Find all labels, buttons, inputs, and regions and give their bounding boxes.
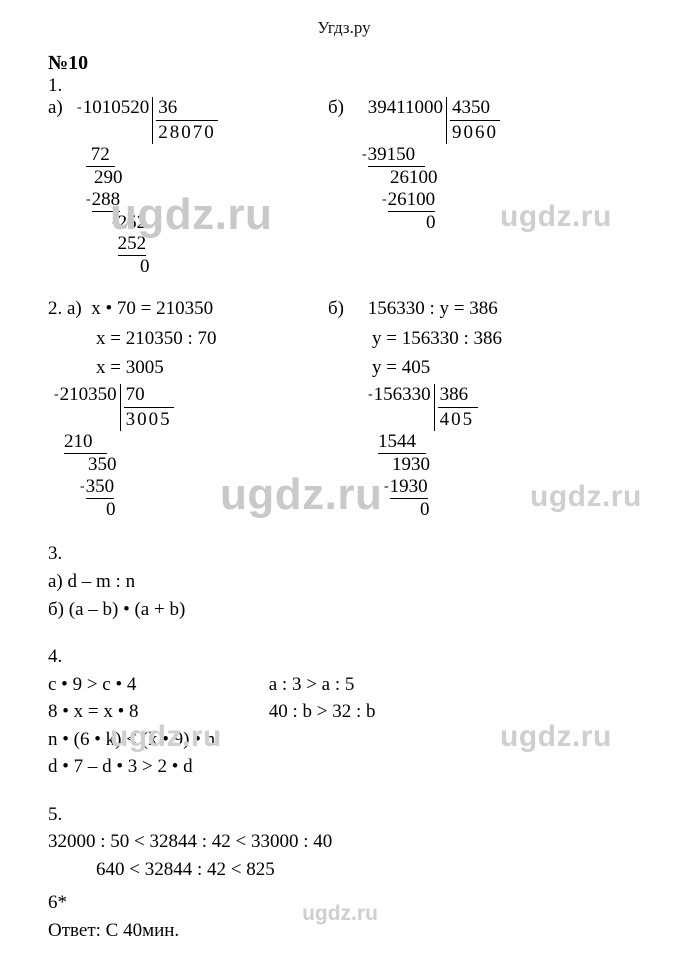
minus-icon: - bbox=[362, 147, 367, 163]
p1b-label: б) bbox=[328, 97, 344, 118]
p1a-s4: 252 bbox=[118, 212, 147, 234]
minus-icon: - bbox=[54, 387, 59, 403]
p3-label: 3. bbox=[48, 540, 640, 568]
p1a-s5: 252 bbox=[118, 233, 147, 256]
p2a-s2: 350 bbox=[88, 454, 117, 475]
p1a-s2: 290 bbox=[94, 167, 123, 188]
problem-2: 2. а) x • 70 = 210350 x = 210350 : 70 x … bbox=[48, 294, 640, 520]
p4-c2l2: 40 : b > 32 : b bbox=[269, 698, 485, 726]
p1a-dividend: 1010520 bbox=[83, 97, 153, 118]
p2b-divisor: 386 bbox=[438, 384, 478, 408]
p2b-eq2: y = 156330 : 386 bbox=[372, 328, 502, 349]
p1b-s2: 26100 bbox=[390, 167, 438, 188]
footer-watermark: ugdz.ru bbox=[0, 902, 680, 926]
p2b-dividend: 156330 bbox=[374, 384, 434, 405]
minus-icon: - bbox=[384, 479, 389, 495]
minus-icon: - bbox=[86, 192, 91, 208]
p2b-eq3: y = 405 bbox=[372, 357, 430, 378]
minus-icon: - bbox=[112, 215, 117, 231]
problem-5: 5. 32000 : 50 < 32844 : 42 < 33000 : 40 … bbox=[48, 801, 640, 884]
p1b-s3: 26100 bbox=[388, 189, 436, 210]
p4-c3l2: d • 7 – d • 3 > 2 • d bbox=[48, 753, 215, 781]
p5-label: 5. bbox=[48, 801, 640, 829]
minus-icon: - bbox=[382, 192, 387, 208]
p5-l1: 32000 : 50 < 32844 : 42 < 33000 : 40 bbox=[48, 828, 640, 856]
p2b-s4: 0 bbox=[420, 499, 430, 520]
problem-4: 4. c • 9 > c • 4 8 • x = x • 8 a : 3 > a… bbox=[48, 643, 640, 781]
p2a-divisor: 70 bbox=[124, 384, 174, 408]
p2b-quotient: 405 bbox=[438, 408, 478, 431]
p1a-s1: 72 bbox=[91, 144, 110, 165]
p2a-dividend: 210350 bbox=[60, 384, 120, 405]
p4-c2l1: a : 3 > a : 5 bbox=[269, 671, 485, 699]
site-header: Угдз.ру bbox=[48, 18, 640, 38]
p4-label: 4. bbox=[48, 643, 640, 671]
p1b-divisor: 4350 bbox=[450, 97, 500, 121]
p2a-s3: 350 bbox=[86, 476, 115, 497]
p1a: а) -1010520 36 28070 bbox=[48, 97, 328, 278]
p1-label: 1. bbox=[48, 75, 640, 97]
p1b: б) 39411000 4350 9060 bbox=[328, 97, 640, 233]
p2a-s4: 0 bbox=[106, 499, 116, 520]
problem-3: 3. а) d – m : n б) (a – b) • (a + b) bbox=[48, 540, 640, 623]
p2a-s1: 210 bbox=[64, 431, 93, 452]
minus-icon: - bbox=[77, 100, 82, 116]
p5-l2: 640 < 32844 : 42 < 825 bbox=[96, 856, 640, 884]
p1b-quotient: 9060 bbox=[450, 121, 500, 144]
p2b-s2: 1930 bbox=[392, 454, 430, 475]
p2-label: 2. bbox=[48, 298, 62, 319]
p3a: а) d – m : n bbox=[48, 568, 640, 596]
problem-1: 1. а) -1010520 36 28070 bbox=[48, 75, 640, 278]
p2b-eq1: 156330 : y = 386 bbox=[368, 298, 498, 319]
p1a-s3: 288 bbox=[92, 189, 121, 210]
p1b-dividend: 39411000 bbox=[368, 97, 446, 118]
p1a-label: а) bbox=[48, 97, 63, 118]
p2a-eq2: x = 210350 : 70 bbox=[96, 328, 217, 349]
minus-icon: - bbox=[80, 479, 85, 495]
p2a-label: а) bbox=[67, 298, 82, 319]
p4-c1l2: 8 • x = x • 8 bbox=[48, 698, 264, 726]
p4-c1l1: c • 9 > c • 4 bbox=[48, 671, 264, 699]
p2a-quotient: 3005 bbox=[124, 408, 174, 431]
p1a-divisor: 36 bbox=[156, 97, 218, 121]
p2b-s3: 1930 bbox=[390, 476, 428, 497]
p2a-eq3: x = 3005 bbox=[96, 357, 164, 378]
problem-number: №10 bbox=[48, 52, 640, 75]
p2b-s1: 1544 bbox=[378, 431, 416, 452]
p3b: б) (a – b) • (a + b) bbox=[48, 596, 640, 624]
p2a-eq1: x • 70 = 210350 bbox=[91, 298, 213, 319]
p1a-s6: 0 bbox=[140, 256, 150, 277]
minus-icon: - bbox=[368, 387, 373, 403]
p1b-s1: 39150 bbox=[368, 144, 416, 165]
p1b-s4: 0 bbox=[426, 212, 436, 233]
p2b-label: б) bbox=[328, 298, 344, 319]
p1a-quotient: 28070 bbox=[156, 121, 218, 144]
p4-c3l1: n • (6 • k) < (k • 9) • n bbox=[48, 726, 215, 754]
